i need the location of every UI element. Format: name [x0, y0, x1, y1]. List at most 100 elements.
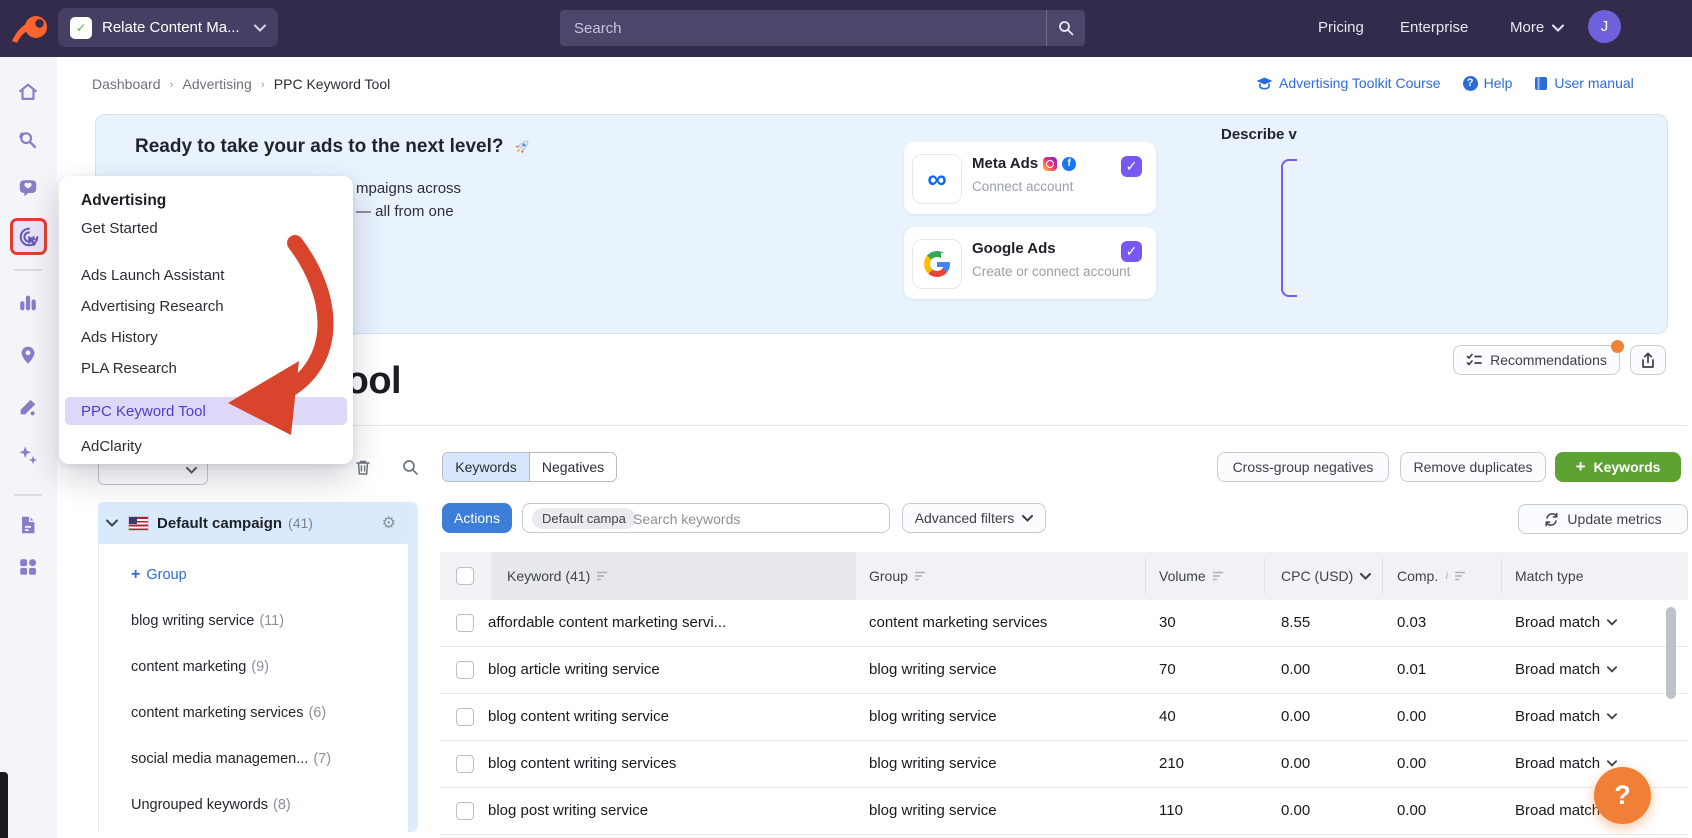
- home-icon[interactable]: [17, 81, 39, 103]
- cell-group: blog writing service: [869, 661, 997, 678]
- app-center-icon[interactable]: [17, 556, 39, 578]
- export-button[interactable]: [1630, 345, 1666, 375]
- table-row[interactable]: blog article writing service blog writin…: [440, 647, 1688, 694]
- row-checkbox[interactable]: [456, 661, 474, 679]
- group-item[interactable]: Ungrouped keywords (8): [131, 797, 291, 813]
- social-toolkit-icon[interactable]: [17, 177, 39, 199]
- tab-keywords[interactable]: Keywords: [443, 453, 529, 481]
- row-checkbox[interactable]: [456, 802, 474, 820]
- sort-icon[interactable]: [597, 571, 608, 581]
- table-row[interactable]: blog content writing services blog writi…: [440, 741, 1688, 788]
- google-ads-card[interactable]: Google Ads Create or connect account ✓: [904, 227, 1156, 299]
- column-divider: [1501, 558, 1502, 594]
- column-cpc[interactable]: CPC (USD): [1281, 568, 1372, 584]
- user-manual-link[interactable]: User manual: [1534, 75, 1634, 91]
- column-keyword[interactable]: Keyword (41): [507, 568, 608, 584]
- nav-enterprise[interactable]: Enterprise: [1400, 19, 1469, 36]
- semrush-logo-icon[interactable]: [10, 13, 48, 44]
- refresh-icon: [1544, 512, 1559, 527]
- tab-negatives[interactable]: Negatives: [529, 453, 616, 481]
- help-label: Help: [1483, 75, 1513, 91]
- match-type-dropdown[interactable]: Broad match: [1515, 755, 1618, 772]
- chevron-down-icon[interactable]: [106, 519, 118, 527]
- reports-icon[interactable]: [17, 514, 39, 536]
- cell-volume: 30: [1159, 614, 1176, 631]
- breadcrumb-current: PPC Keyword Tool: [273, 76, 391, 92]
- campaign-filter-chip[interactable]: Default campa: [532, 508, 636, 529]
- menu-item-get-started[interactable]: Get Started: [81, 219, 158, 237]
- group-item[interactable]: content marketing (9): [131, 659, 269, 675]
- table-row[interactable]: affordable content marketing servi... co…: [440, 600, 1688, 647]
- cross-group-negatives-button[interactable]: Cross-group negatives: [1217, 452, 1389, 482]
- breadcrumb-dashboard[interactable]: Dashboard: [92, 76, 161, 92]
- add-keywords-button[interactable]: + Keywords: [1555, 452, 1681, 482]
- keyword-search-field: Default campa: [522, 503, 890, 534]
- table-row[interactable]: blog post writing service blog writing s…: [440, 788, 1688, 835]
- add-group-button[interactable]: + Group: [131, 566, 187, 584]
- column-group[interactable]: Group: [869, 568, 926, 584]
- meta-ads-checkbox[interactable]: ✓: [1121, 156, 1142, 177]
- group-item[interactable]: blog writing service (11): [131, 613, 285, 629]
- menu-item-ads-history[interactable]: Ads History: [81, 328, 158, 346]
- global-search-input[interactable]: [560, 10, 1046, 46]
- group-item[interactable]: content marketing services (6): [131, 705, 327, 721]
- menu-item-adclarity[interactable]: AdClarity: [81, 437, 142, 455]
- advanced-filters-button[interactable]: Advanced filters: [902, 503, 1046, 533]
- column-volume[interactable]: Volume: [1159, 568, 1224, 584]
- menu-item-ppc-keyword-tool[interactable]: PPC Keyword Tool: [65, 397, 347, 425]
- trash-icon[interactable]: [355, 459, 371, 476]
- campaign-header[interactable]: Default campaign (41) ⚙: [98, 502, 408, 544]
- advertising-toolkit-icon-active[interactable]: [10, 218, 47, 255]
- menu-item-ads-launch-assistant[interactable]: Ads Launch Assistant: [81, 266, 225, 284]
- match-type-dropdown[interactable]: Broad match: [1515, 661, 1618, 678]
- row-checkbox[interactable]: [456, 708, 474, 726]
- meta-ads-card[interactable]: ∞ Meta Ads f Connect account ✓: [904, 142, 1156, 214]
- row-checkbox[interactable]: [456, 614, 474, 632]
- user-avatar[interactable]: J: [1588, 10, 1621, 43]
- info-icon[interactable]: i: [1445, 570, 1449, 582]
- table-scrollbar[interactable]: [1666, 607, 1676, 699]
- chevron-down-icon[interactable]: [1552, 24, 1564, 32]
- screen-corner-artifact: [0, 772, 8, 838]
- help-fab-button[interactable]: ?: [1594, 767, 1651, 824]
- panel-search-icon[interactable]: [402, 459, 419, 476]
- google-ads-checkbox[interactable]: ✓: [1121, 241, 1142, 262]
- menu-item-pla-research[interactable]: PLA Research: [81, 359, 177, 377]
- content-marketing-icon[interactable]: [17, 396, 39, 418]
- help-link[interactable]: ? Help: [1462, 75, 1513, 91]
- ai-features-icon[interactable]: [17, 444, 39, 466]
- sort-icon[interactable]: [1212, 571, 1224, 581]
- search-icon[interactable]: [1046, 10, 1085, 46]
- group-item[interactable]: social media managemen... (7): [131, 751, 332, 767]
- project-selector[interactable]: ✓ Relate Content Ma...: [58, 8, 278, 47]
- gear-icon[interactable]: ⚙: [381, 515, 396, 532]
- sort-icon[interactable]: [914, 571, 926, 581]
- column-comp[interactable]: Comp. i: [1397, 568, 1466, 584]
- google-logo-icon: [912, 239, 962, 289]
- match-type-dropdown[interactable]: Broad match: [1515, 614, 1618, 631]
- sort-icon[interactable]: [1455, 571, 1466, 581]
- breadcrumb-advertising[interactable]: Advertising: [182, 76, 252, 92]
- nav-pricing[interactable]: Pricing: [1318, 19, 1364, 36]
- add-keywords-label: Keywords: [1593, 459, 1661, 475]
- keyword-search-input[interactable]: [631, 504, 885, 534]
- flyout-header: Advertising: [81, 192, 167, 209]
- local-marketing-icon[interactable]: [17, 344, 39, 366]
- nav-more[interactable]: More: [1510, 19, 1545, 36]
- sidebar-divider: [14, 494, 42, 496]
- menu-item-advertising-research[interactable]: Advertising Research: [81, 297, 224, 315]
- match-type-dropdown[interactable]: Broad match: [1515, 708, 1618, 725]
- seo-toolkit-icon[interactable]: [17, 129, 39, 151]
- row-checkbox[interactable]: [456, 755, 474, 773]
- describe-label: Describe v: [1221, 126, 1297, 143]
- plus-icon: +: [1575, 457, 1586, 476]
- describe-textarea-edge[interactable]: [1281, 159, 1297, 297]
- update-metrics-button[interactable]: Update metrics: [1518, 504, 1688, 534]
- remove-duplicates-button[interactable]: Remove duplicates: [1400, 452, 1546, 482]
- analytics-icon[interactable]: [17, 292, 39, 314]
- toolkit-course-link[interactable]: Advertising Toolkit Course: [1256, 75, 1441, 91]
- select-all-checkbox[interactable]: [456, 567, 474, 585]
- table-row[interactable]: blog content writing service blog writin…: [440, 694, 1688, 741]
- actions-button[interactable]: Actions: [442, 503, 512, 533]
- recommendations-button[interactable]: Recommendations: [1453, 340, 1624, 375]
